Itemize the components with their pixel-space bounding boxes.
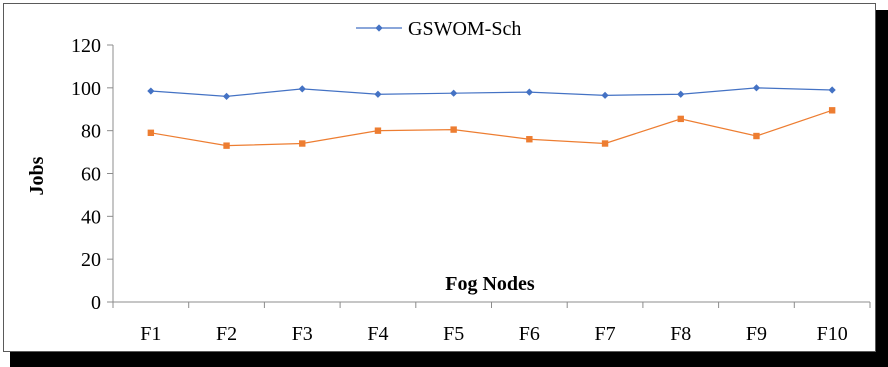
data-point xyxy=(601,140,609,147)
data-point xyxy=(828,107,836,114)
data-point xyxy=(374,127,382,134)
data-point xyxy=(601,91,609,99)
x-tick-label: F5 xyxy=(443,323,464,345)
y-tick-label: 120 xyxy=(71,35,101,57)
x-axis-title: Fog Nodes xyxy=(445,273,535,295)
x-tick-label: F2 xyxy=(216,323,237,345)
data-point xyxy=(450,126,457,133)
y-tick-label: 60 xyxy=(81,164,101,186)
data-point xyxy=(677,90,685,98)
data-point xyxy=(752,84,761,92)
series-1 xyxy=(147,84,836,100)
data-point xyxy=(677,115,684,123)
frame-shadow-bottom xyxy=(10,352,888,367)
x-tick-label: F4 xyxy=(367,323,388,345)
data-point xyxy=(223,142,230,149)
x-tick-label: F6 xyxy=(519,323,540,345)
y-tick-label: 40 xyxy=(81,206,101,228)
x-axis-ticks: F1 F2 F3 F4 F5 F6 F7 F8 F9 F10 xyxy=(112,302,871,345)
x-tick-label: F3 xyxy=(292,323,313,345)
x-tick-label: F8 xyxy=(670,323,691,345)
data-point xyxy=(147,129,155,137)
frame-shadow-right xyxy=(876,10,888,367)
chart-axes xyxy=(112,45,870,303)
series-layer xyxy=(147,84,836,149)
data-point xyxy=(525,88,533,96)
legend: GSWOM-Sch xyxy=(356,18,521,40)
data-point xyxy=(147,87,155,95)
data-point xyxy=(753,132,760,140)
data-point xyxy=(299,140,306,147)
y-tick-label: 0 xyxy=(91,292,101,314)
chart-frame xyxy=(3,3,876,352)
data-point xyxy=(222,92,231,100)
legend-label: GSWOM-Sch xyxy=(408,18,521,40)
x-tick-label: F10 xyxy=(817,323,848,345)
series-2 xyxy=(147,107,836,149)
series-line xyxy=(150,87,833,98)
y-tick-label: 20 xyxy=(81,249,101,271)
y-tick-label: 100 xyxy=(71,78,101,100)
x-tick-label: F7 xyxy=(594,323,615,345)
data-point xyxy=(298,85,306,93)
data-point xyxy=(450,89,458,97)
y-tick-label: 80 xyxy=(81,121,101,143)
x-tick-label: F9 xyxy=(746,323,767,345)
series-line xyxy=(150,109,833,147)
y-axis-title: Jobs xyxy=(26,156,48,195)
data-point xyxy=(374,90,382,98)
y-axis-ticks: 0 20 40 60 80 100 120 xyxy=(71,35,113,314)
data-point xyxy=(526,136,533,143)
x-tick-label: F1 xyxy=(140,323,161,345)
data-point xyxy=(828,86,836,94)
legend-marker xyxy=(375,24,383,32)
